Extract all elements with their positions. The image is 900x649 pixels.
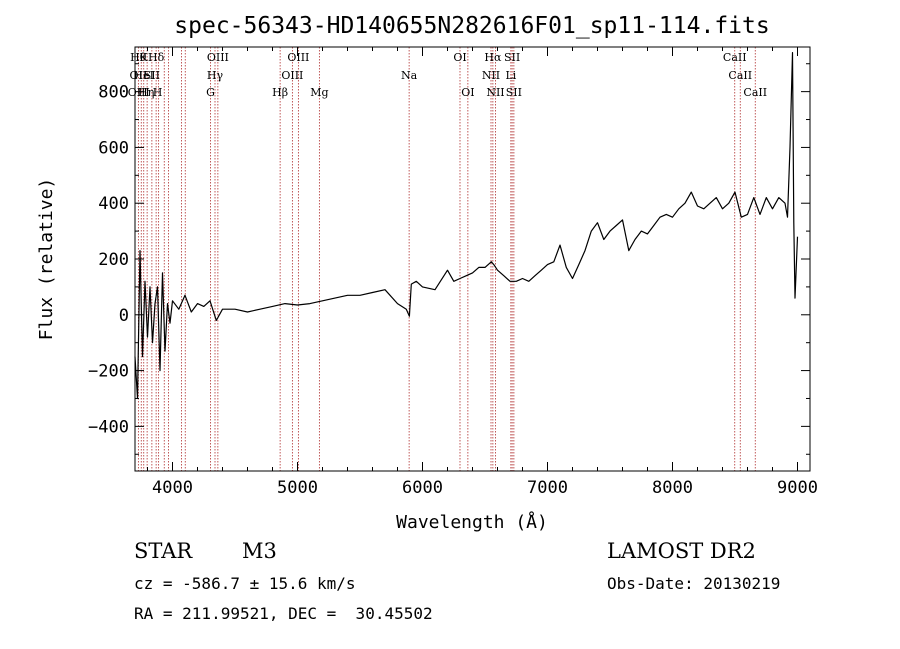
- spectral-line-label: H: [153, 86, 163, 99]
- spectral-line-label: CaII: [728, 69, 752, 82]
- spectral-line-label: OIII: [207, 51, 229, 64]
- x-tick-label: 4000: [152, 478, 193, 498]
- spectral-line-label: HeI: [134, 69, 154, 82]
- spectral-line-label: Hθ: [130, 51, 147, 64]
- spectral-line-label: SII: [144, 69, 160, 82]
- sky-coordinates: RA = 211.99521, DEC = 30.45502: [134, 604, 433, 623]
- y-axis-label: Flux (relative): [36, 178, 57, 341]
- x-tick-label: 5000: [277, 478, 318, 498]
- spectral-line-label: NII: [482, 69, 500, 82]
- y-tick-label: 800: [98, 83, 129, 103]
- spectral-line-label: Hβ: [272, 86, 288, 99]
- y-tick-label: 0: [119, 306, 129, 326]
- x-tick-label: 9000: [777, 478, 818, 498]
- spectral-line-label: OI: [461, 86, 474, 99]
- spectral-line-label: OII: [130, 69, 148, 82]
- survey-name: LAMOST DR2: [607, 539, 756, 563]
- radial-velocity: cz = -586.7 ± 15.6 km/s: [134, 574, 356, 593]
- spectral-line-label: K: [139, 51, 148, 64]
- axis-ticks: 4000 5000 6000 7000 8000 9000 −400 −200 0 200 400 6…: [88, 47, 818, 498]
- y-tick-label: −400: [88, 417, 129, 437]
- spectral-line-label: Mg: [310, 86, 328, 99]
- y-tick-label: 400: [98, 194, 129, 214]
- y-tick-label: 600: [98, 138, 129, 158]
- flux-series: [134, 51, 799, 400]
- spectral-line-label: Hδ: [148, 51, 165, 64]
- spectral-line-label: OIII: [287, 51, 309, 64]
- spectral-line-label: Hγ: [207, 69, 224, 82]
- spectral-line-label: Li: [505, 69, 516, 82]
- observation-date: Obs-Date: 20130219: [607, 574, 781, 593]
- plot-frame: [134, 46, 811, 472]
- spectral-line-label: OI: [453, 51, 466, 64]
- spectral-line-label: SII: [504, 51, 520, 64]
- spectral-line-label: OIII: [281, 69, 303, 82]
- spectral-line-label: OIII: [128, 86, 150, 99]
- spectral-line-markers: [137, 47, 756, 471]
- x-tick-label: 7000: [527, 478, 568, 498]
- object-class: STAR: [134, 539, 193, 563]
- spectral-line-label: SII: [506, 86, 522, 99]
- spectral-line-label: Na: [401, 69, 418, 82]
- flux-line: [134, 51, 799, 400]
- object-subclass: M3: [242, 539, 277, 563]
- x-tick-label: 6000: [402, 478, 443, 498]
- spectrum-chart: spec-56343-HD140655N282616F01_sp11-114.f…: [36, 13, 818, 533]
- spectral-line-label: CaII: [743, 86, 767, 99]
- spectral-line-label: G: [206, 86, 215, 99]
- spectral-line-label: CaII: [723, 51, 747, 64]
- chart-title: spec-56343-HD140655N282616F01_sp11-114.f…: [174, 13, 769, 39]
- spectral-line-label: Hη: [138, 86, 154, 99]
- y-tick-label: −200: [88, 362, 129, 382]
- x-tick-label: 8000: [652, 478, 693, 498]
- spectral-line-label: NII: [486, 86, 504, 99]
- spectral-line-label: Hα: [484, 51, 502, 64]
- y-tick-label: 200: [98, 250, 129, 270]
- x-axis-label: Wavelength (Å): [396, 511, 548, 533]
